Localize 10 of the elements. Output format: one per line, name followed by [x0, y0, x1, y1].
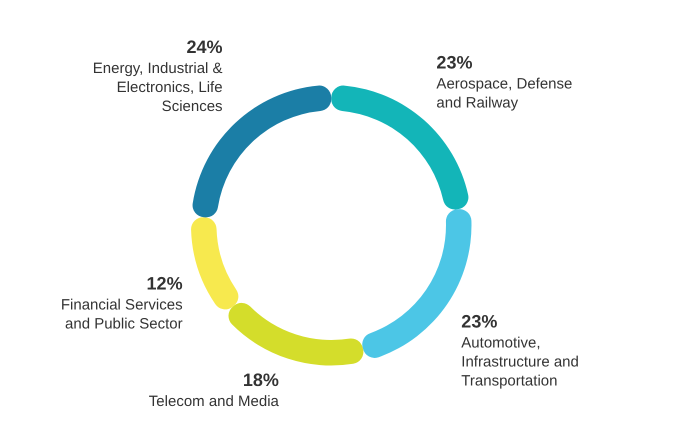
data-label: 12%: [146, 274, 183, 294]
data-label: 23%: [461, 312, 498, 332]
slice-label: Financial Services and Public Sector: [60, 296, 183, 333]
slice-label: Telecom and Media: [148, 392, 280, 410]
slice-label: Aerospace, Defense and Railway: [436, 76, 572, 112]
data-label: 18%: [242, 370, 279, 390]
slice-label: Energy, Industrial & Electronics, Life Sciences: [92, 60, 223, 115]
data-label: 24%: [186, 36, 223, 57]
slice-label: Automotive, Infrastructure and Transportation: [461, 334, 579, 390]
data-label: 23%: [436, 52, 472, 73]
